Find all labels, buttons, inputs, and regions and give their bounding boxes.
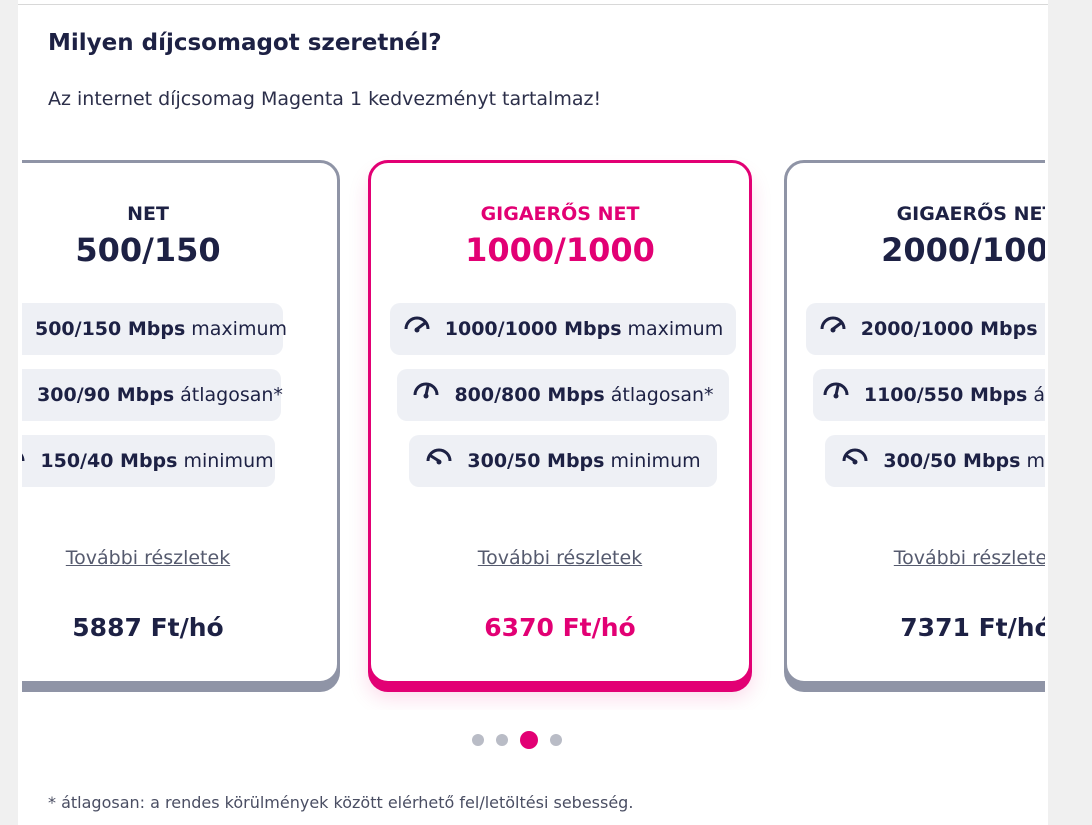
speedometer-min-icon [425, 447, 453, 475]
plan-price: 7371 Ft/hó [900, 613, 1045, 642]
plan-card-featured[interactable]: GIGAERŐS NET 1000/1000 1000/1000 Mbps max… [368, 160, 752, 684]
details-link[interactable]: További részletek [893, 547, 1045, 569]
plan-price: 6370 Ft/hó [484, 613, 636, 642]
plan-tier: GIGAERŐS NET [896, 203, 1045, 225]
plan-card[interactable]: NET 500/150 500/150 Mbps maximum 300/90 M… [22, 160, 340, 684]
pagination-dot[interactable] [472, 734, 484, 746]
speedometer-avg-icon [22, 381, 23, 409]
plan-speed: 1000/1000 [465, 231, 655, 269]
page-subtitle: Az internet díjcsomag Magenta 1 kedvezmé… [48, 88, 602, 110]
pagination-dot[interactable] [550, 734, 562, 746]
pagination-dot[interactable] [520, 731, 538, 749]
speedometer-avg-icon [822, 381, 850, 409]
speed-row-average: 800/800 Mbps átlagosan* [397, 369, 729, 421]
plan-tier: NET [127, 203, 169, 225]
speedometer-avg-icon [412, 381, 440, 409]
page-title: Milyen díjcsomagot szeretnél? [48, 30, 442, 56]
speedometer-max-icon [819, 315, 847, 343]
speedometer-max-icon [403, 315, 431, 343]
speed-row-max: 1000/1000 Mbps maximum [390, 303, 736, 355]
speed-row-average: 300/90 Mbps átlagosan* [22, 369, 283, 421]
plan-speed: 2000/1000 [881, 231, 1045, 269]
scrollbar[interactable] [1072, 0, 1092, 825]
carousel-pagination [472, 730, 574, 750]
pagination-dot[interactable] [496, 734, 508, 746]
details-link[interactable]: További részletek [477, 547, 643, 569]
details-link[interactable]: További részletek [65, 547, 231, 569]
speedometer-min-icon [22, 447, 26, 475]
speed-row-max: 500/150 Mbps maximum [22, 303, 287, 355]
speed-row-min: 150/40 Mbps minimum [22, 435, 275, 487]
scrollbar-thumb[interactable] [1074, 0, 1090, 825]
plan-carousel[interactable]: NET 500/150 500/150 Mbps maximum 300/90 M… [22, 150, 1045, 710]
plan-speed: 500/150 [75, 231, 221, 269]
footnote: * átlagosan: a rendes körülmények között… [48, 793, 634, 812]
divider [18, 4, 1048, 5]
plan-card[interactable]: GIGAERŐS NET 2000/1000 2000/1000 Mbpsmax… [784, 160, 1045, 684]
page: Milyen díjcsomagot szeretnél? Az interne… [18, 0, 1048, 825]
plan-tier: GIGAERŐS NET [480, 203, 640, 225]
speedometer-min-icon [841, 447, 869, 475]
plan-price: 5887 Ft/hó [72, 613, 224, 642]
